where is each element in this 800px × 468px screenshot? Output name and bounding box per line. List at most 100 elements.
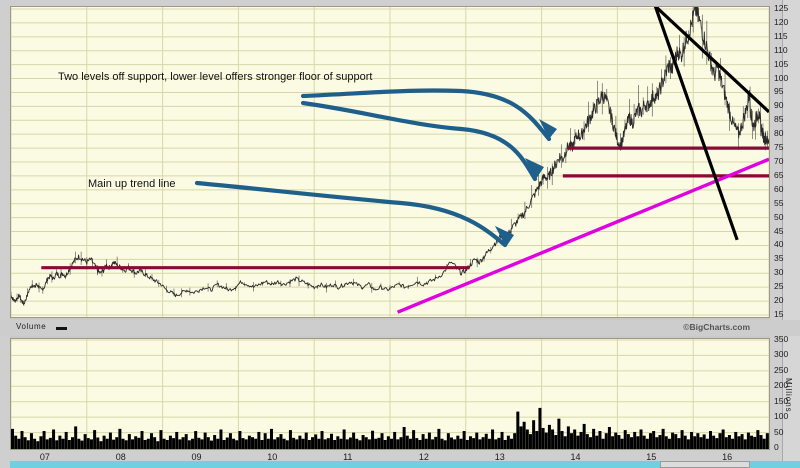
volume-bar bbox=[563, 436, 567, 449]
volume-bar bbox=[481, 437, 485, 449]
price-y-tick-label: 65 bbox=[774, 169, 784, 180]
volume-bar bbox=[648, 433, 652, 449]
volume-bar bbox=[652, 431, 656, 449]
volume-bar bbox=[708, 431, 712, 449]
volume-bar bbox=[645, 438, 649, 449]
volume-bar bbox=[67, 439, 71, 449]
volume-bar bbox=[459, 438, 463, 449]
volume-bar bbox=[497, 437, 501, 449]
x-axis-tick-label: 14 bbox=[570, 452, 581, 462]
volume-bar bbox=[80, 440, 84, 449]
volume-bar bbox=[20, 431, 24, 449]
volume-bar bbox=[487, 438, 491, 449]
volume-bar bbox=[532, 420, 536, 449]
price-y-tick-label: 45 bbox=[774, 225, 784, 236]
arrow-to-upper-support bbox=[300, 88, 552, 142]
volume-bar bbox=[636, 436, 640, 449]
bottom-scrollbar[interactable] bbox=[0, 461, 800, 468]
volume-bar bbox=[168, 435, 172, 449]
volume-bar bbox=[244, 439, 248, 449]
x-axis-tick-label: 10 bbox=[267, 452, 278, 462]
volume-bar bbox=[143, 439, 147, 449]
volume-bar bbox=[219, 429, 223, 449]
volume-bar bbox=[371, 430, 375, 449]
volume-bar bbox=[191, 438, 195, 449]
volume-bar bbox=[465, 439, 469, 449]
volume-bar bbox=[582, 423, 586, 449]
price-y-tick-label: 100 bbox=[774, 72, 789, 83]
arrow-to-uptrend-line bbox=[194, 180, 508, 248]
price-y-tick-label: 95 bbox=[774, 86, 784, 97]
volume-bar bbox=[579, 431, 583, 449]
volume-bar bbox=[746, 432, 750, 449]
volume-bar bbox=[102, 435, 106, 449]
x-axis-tick-label: 11 bbox=[343, 452, 353, 462]
volume-bar bbox=[358, 440, 362, 449]
volume-bar bbox=[361, 435, 365, 449]
volume-bar bbox=[440, 438, 444, 449]
volume-bar bbox=[203, 432, 207, 449]
volume-y-tick-label: 200 bbox=[774, 380, 789, 391]
volume-bar bbox=[61, 438, 65, 449]
volume-bar bbox=[639, 429, 643, 449]
volume-bar bbox=[702, 434, 706, 449]
volume-bar bbox=[592, 428, 596, 449]
support-note: Two levels off support, lower level offe… bbox=[58, 71, 373, 83]
volume-axis-title: Millions bbox=[784, 378, 793, 413]
volume-bar bbox=[178, 439, 182, 449]
volume-bar bbox=[557, 418, 561, 449]
volume-bar bbox=[39, 436, 43, 449]
price-y-tick-label: 40 bbox=[774, 239, 784, 250]
volume-bar bbox=[380, 433, 384, 449]
volume-bar bbox=[396, 439, 400, 449]
volume-bar bbox=[664, 436, 668, 449]
arrow-to-upper-support-shaft bbox=[300, 88, 552, 142]
volume-bar bbox=[320, 431, 324, 449]
volume-bar bbox=[254, 438, 258, 449]
volume-bar bbox=[427, 432, 431, 449]
volume-bar bbox=[345, 439, 349, 449]
volume-bar bbox=[715, 438, 719, 449]
volume-bar bbox=[29, 433, 33, 449]
volume-bar bbox=[437, 428, 441, 449]
volume-bar bbox=[626, 434, 630, 449]
volume-bar bbox=[750, 435, 754, 449]
volume-bar bbox=[431, 439, 435, 449]
volume-y-tick-label: 250 bbox=[774, 364, 789, 375]
volume-bar bbox=[500, 431, 504, 449]
volume-bar bbox=[307, 439, 311, 449]
volume-bar bbox=[462, 431, 466, 449]
x-axis-tick-label: 08 bbox=[115, 452, 126, 462]
volume-bar bbox=[298, 435, 302, 449]
volume-y-tick-label: 350 bbox=[774, 334, 789, 344]
volume-bar bbox=[367, 439, 371, 449]
volume-bar bbox=[228, 433, 232, 449]
volume-bar bbox=[292, 437, 296, 449]
volume-bar bbox=[547, 424, 551, 449]
volume-bar bbox=[260, 439, 264, 449]
volume-bar bbox=[506, 435, 510, 449]
trendline-note: Main up trend line bbox=[88, 178, 176, 190]
bottom-scrollbar-thumb[interactable] bbox=[660, 461, 750, 468]
volume-bar bbox=[326, 438, 330, 449]
volume-bar bbox=[263, 433, 267, 449]
volume-bar bbox=[418, 439, 422, 449]
volume-bar bbox=[134, 436, 138, 449]
bottom-scrollbar-left-cap bbox=[0, 461, 10, 468]
volume-bar bbox=[494, 439, 498, 449]
arrow-to-uptrend-line-shaft bbox=[194, 180, 508, 248]
volume-bar bbox=[551, 429, 555, 449]
volume-bar bbox=[33, 438, 37, 449]
volume-bar bbox=[301, 438, 305, 449]
volume-bar bbox=[674, 434, 678, 449]
volume-bar bbox=[317, 438, 321, 449]
volume-bar bbox=[446, 433, 450, 449]
volume-bar bbox=[162, 438, 166, 449]
volume-bar bbox=[535, 431, 539, 449]
vertical-scrollbar[interactable] bbox=[782, 0, 800, 468]
volume-bar bbox=[314, 434, 318, 449]
volume-bar bbox=[333, 439, 337, 449]
volume-bar bbox=[412, 430, 416, 449]
volume-bar bbox=[712, 435, 716, 449]
volume-bar bbox=[421, 434, 425, 449]
